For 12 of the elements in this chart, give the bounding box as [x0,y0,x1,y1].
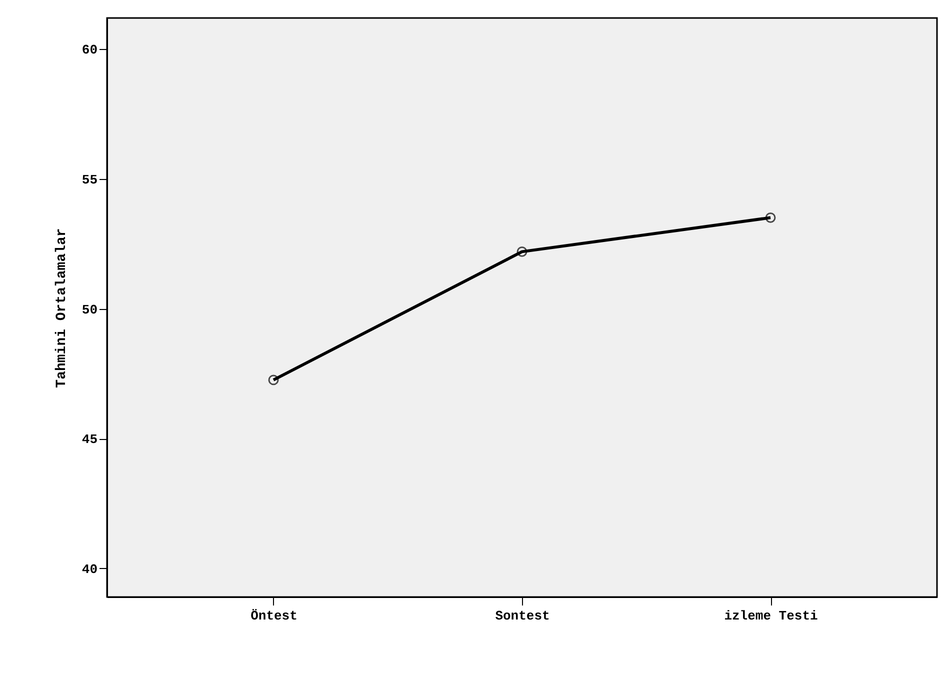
y-tick-label: 45 [82,432,98,448]
point [268,374,279,386]
y-tick-label: 55 [82,172,98,188]
x-tick-label: Sontest [495,608,550,624]
y-tick-label: 50 [82,302,98,318]
y-tick-label: 40 [82,562,98,577]
x-tick-label: Öntest [250,608,298,624]
point [516,246,528,257]
y-tick-label: 60 [82,42,98,58]
x-tick-label: izleme Testi [724,608,818,624]
y-axis-title: Tahmini Ortalamalar [54,228,70,388]
point [765,212,776,223]
